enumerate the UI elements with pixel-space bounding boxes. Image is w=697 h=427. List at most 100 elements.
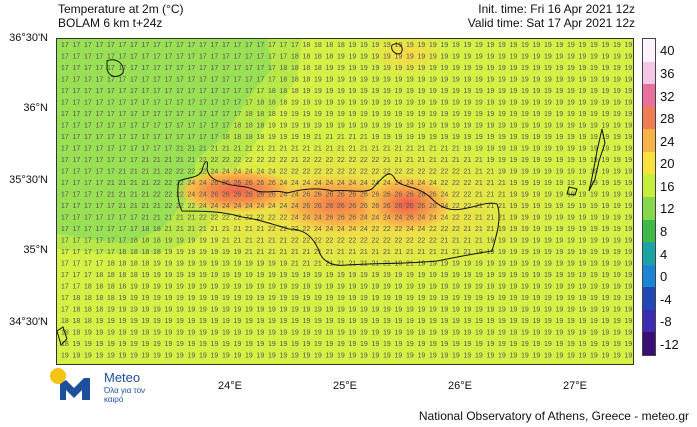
grid-value: 19 — [579, 169, 587, 176]
grid-value: 17 — [84, 134, 92, 141]
grid-value: 19 — [291, 307, 299, 314]
grid-value: 21 — [153, 203, 161, 210]
grid-value: 17 — [153, 77, 161, 84]
grid-value: 22 — [188, 203, 196, 210]
grid-value: 19 — [314, 318, 322, 325]
grid-value: 19 — [314, 330, 322, 337]
grid-value: 19 — [464, 146, 472, 153]
grid-value: 19 — [625, 295, 633, 302]
grid-value: 26 — [429, 203, 437, 210]
grid-value: 19 — [96, 318, 104, 325]
grid-value: 17 — [199, 111, 207, 118]
grid-value: 19 — [452, 284, 460, 291]
grid-value: 19 — [130, 307, 138, 314]
grid-value: 19 — [441, 284, 449, 291]
grid-value: 19 — [556, 157, 564, 164]
grid-value: 19 — [487, 111, 495, 118]
grid-value: 19 — [487, 318, 495, 325]
grid-value: 19 — [165, 261, 173, 268]
grid-value: 19 — [245, 261, 253, 268]
grid-value: 19 — [395, 77, 403, 84]
grid-value: 19 — [602, 353, 610, 360]
grid-value: 17 — [119, 100, 127, 107]
grid-value: 19 — [544, 226, 552, 233]
grid-value: 19 — [590, 226, 598, 233]
grid-value: 19 — [464, 284, 472, 291]
grid-value: 17 — [119, 226, 127, 233]
grid-value: 19 — [464, 261, 472, 268]
grid-value: 19 — [199, 307, 207, 314]
grid-value: 19 — [625, 180, 633, 187]
grid-value: 19 — [579, 295, 587, 302]
grid-value: 21 — [360, 146, 368, 153]
grid-value: 21 — [429, 249, 437, 256]
grid-value: 19 — [567, 353, 575, 360]
map-svg: 17 17 17 17 17 17 17 17 17 17 17 17 17 17 17 17 17 17 17 17… — [57, 39, 633, 364]
grid-value: 19 — [556, 238, 564, 245]
grid-value: 17 — [142, 65, 150, 72]
grid-value: 19 — [556, 65, 564, 72]
colorbar — [642, 38, 656, 356]
grid-value: 19 — [510, 192, 518, 199]
grid-value: 17 — [107, 88, 115, 95]
grid-value: 19 — [567, 238, 575, 245]
grid-value: 17 — [199, 54, 207, 61]
colorbar-swatch — [643, 174, 655, 197]
grid-value: 19 — [521, 192, 529, 199]
grid-value: 22 — [464, 180, 472, 187]
grid-value: 19 — [452, 134, 460, 141]
grid-value: 21 — [142, 169, 150, 176]
grid-value: 18 — [314, 42, 322, 49]
grid-value: 19 — [521, 215, 529, 222]
title-line-1: Temperature at 2m (°C) — [58, 2, 184, 16]
grid-value: 19 — [268, 353, 276, 360]
grid-value: 19 — [383, 134, 391, 141]
grid-value: 22 — [303, 238, 311, 245]
grid-value: 19 — [510, 261, 518, 268]
grid-value: 19 — [521, 146, 529, 153]
grid-value: 19 — [579, 77, 587, 84]
grid-value: 26 — [383, 192, 391, 199]
grid-value: 17 — [61, 180, 69, 187]
grid-value: 19 — [510, 146, 518, 153]
grid-value: 19 — [383, 353, 391, 360]
grid-value: 19 — [510, 157, 518, 164]
grid-value: 17 — [211, 54, 219, 61]
grid-value: 17 — [73, 215, 81, 222]
grid-value: 19 — [625, 77, 633, 84]
grid-value: 19 — [107, 307, 115, 314]
grid-value: 19 — [326, 341, 334, 348]
grid-value: 17 — [96, 54, 104, 61]
grid-value: 21 — [257, 249, 265, 256]
grid-value: 19 — [556, 146, 564, 153]
grid-value: 19 — [418, 353, 426, 360]
grid-value: 21 — [130, 192, 138, 199]
karpathos-coastline — [588, 128, 606, 192]
grid-value: 19 — [326, 295, 334, 302]
grid-value: 19 — [590, 249, 598, 256]
grid-value: 19 — [510, 65, 518, 72]
grid-value: 21 — [119, 203, 127, 210]
grid-value: 19 — [349, 284, 357, 291]
grid-value: 18 — [84, 307, 92, 314]
grid-value: 17 — [61, 100, 69, 107]
grid-value: 24 — [314, 215, 322, 222]
grid-value: 19 — [521, 157, 529, 164]
grid-value: 19 — [349, 123, 357, 130]
grid-value: 17 — [199, 123, 207, 130]
grid-value: 19 — [452, 77, 460, 84]
grid-value: 26 — [326, 203, 334, 210]
grid-value: 24 — [199, 203, 207, 210]
grid-value: 17 — [61, 307, 69, 314]
grid-value: 21 — [383, 146, 391, 153]
grid-value: 17 — [96, 261, 104, 268]
grid-value: 19 — [521, 307, 529, 314]
grid-value: 21 — [291, 261, 299, 268]
grid-value: 19 — [303, 100, 311, 107]
grid-value: 21 — [395, 157, 403, 164]
grid-value: 19 — [360, 88, 368, 95]
lat-label-36: 36°N — [23, 102, 48, 114]
colorbar-swatch — [643, 84, 655, 107]
grid-value: 26 — [360, 192, 368, 199]
grid-value: 19 — [567, 295, 575, 302]
